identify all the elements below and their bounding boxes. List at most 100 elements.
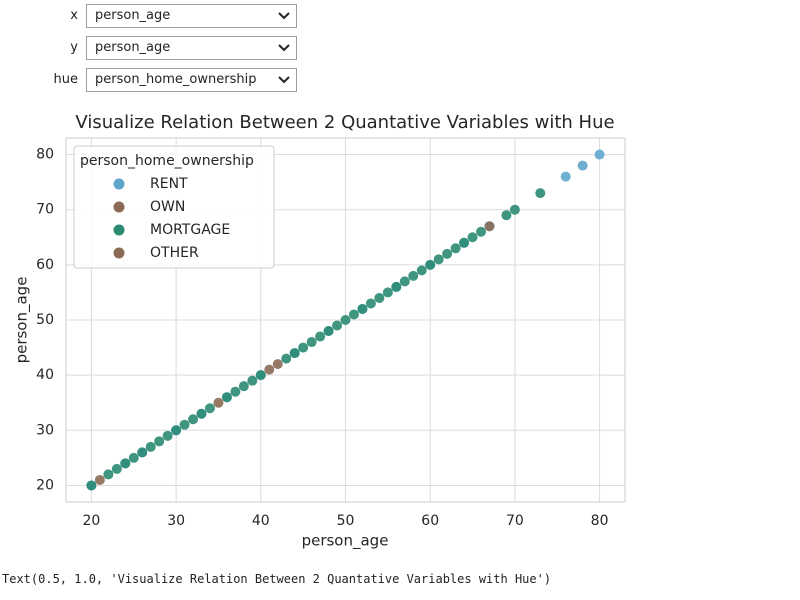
legend-label: RENT	[150, 176, 188, 192]
point	[577, 160, 588, 171]
chevron	[278, 44, 290, 52]
point	[238, 381, 249, 392]
point	[348, 309, 359, 320]
y-axis-label: person_age	[13, 277, 32, 364]
legend-label: OWN	[150, 199, 185, 215]
dropdown-value: person_home_ownership	[95, 72, 257, 87]
point	[323, 326, 334, 337]
control-row: y person_age	[0, 36, 300, 60]
point	[247, 375, 258, 386]
y-tick-label: 40	[36, 367, 54, 383]
point	[128, 452, 139, 463]
point	[281, 353, 292, 364]
point	[272, 359, 283, 370]
dropdown-value: person_age	[95, 40, 171, 55]
point	[264, 364, 275, 375]
x-tick-label: 80	[591, 513, 609, 529]
point	[298, 342, 309, 353]
point	[484, 221, 495, 232]
point	[137, 447, 148, 458]
y-tick-label: 50	[36, 312, 54, 328]
point	[230, 386, 241, 397]
point	[94, 474, 105, 485]
point	[501, 210, 512, 221]
legend-label: MORTGAGE	[150, 222, 230, 238]
x-tick-label: 70	[506, 513, 524, 529]
point	[442, 248, 453, 259]
control-label: hue	[53, 72, 78, 87]
point	[476, 226, 487, 237]
point	[179, 419, 190, 430]
point	[213, 397, 224, 408]
y-tick-label: 30	[36, 422, 54, 438]
control-row: hue person_home_ownership	[0, 68, 300, 92]
point	[289, 348, 300, 359]
point	[120, 458, 131, 469]
cell-output: Text(0.5, 1.0, 'Visualize Relation Betwe…	[2, 572, 552, 586]
point	[315, 331, 326, 342]
point	[332, 320, 343, 331]
control-label: x	[70, 8, 78, 23]
point	[171, 425, 182, 436]
dropdown[interactable]: person_age	[86, 36, 297, 60]
legend-marker	[113, 178, 125, 190]
point	[391, 281, 402, 292]
legend-marker	[113, 201, 125, 213]
point	[535, 188, 546, 199]
point	[382, 287, 393, 298]
point	[86, 480, 97, 491]
point	[509, 204, 520, 215]
legend-marker	[113, 224, 125, 236]
point	[306, 337, 317, 348]
point	[196, 408, 207, 419]
dropdown[interactable]: person_home_ownership	[86, 68, 297, 92]
y-tick-label: 60	[36, 257, 54, 273]
dropdown-value: person_age	[95, 8, 171, 23]
point	[255, 370, 266, 381]
legend-label: OTHER	[150, 245, 199, 261]
point	[416, 265, 427, 276]
dropdown[interactable]: person_age	[86, 4, 297, 28]
legend: person_home_ownership RENT OWN MORTGAGE OTHE…	[73, 145, 275, 269]
point	[154, 436, 165, 447]
chevron	[278, 12, 290, 20]
point	[450, 243, 461, 254]
x-tick-label: 20	[82, 513, 100, 529]
point	[374, 292, 385, 303]
point	[433, 254, 444, 265]
y-tick-label: 20	[36, 477, 54, 493]
point	[221, 392, 232, 403]
point	[111, 463, 122, 474]
point	[204, 403, 215, 414]
control-label: y	[70, 40, 78, 55]
legend-title: person_home_ownership	[80, 153, 254, 169]
point	[408, 270, 419, 281]
legend-marker	[113, 247, 125, 259]
x-tick-label: 60	[421, 513, 439, 529]
y-tick-label: 70	[36, 202, 54, 218]
point	[188, 414, 199, 425]
x-tick-label: 40	[252, 513, 270, 529]
control-row: x person_age	[0, 4, 300, 28]
chevron	[278, 76, 290, 84]
plot-frame	[65, 137, 626, 503]
point	[162, 430, 173, 441]
x-axis-label: person_age	[302, 532, 389, 551]
x-tick-label: 30	[167, 513, 185, 529]
point	[103, 469, 114, 480]
chart: Visualize Relation Between 2 Quantative …	[13, 112, 626, 551]
point	[560, 171, 571, 182]
point	[425, 259, 436, 270]
point	[340, 315, 351, 325]
chart-title: Visualize Relation Between 2 Quantative …	[75, 112, 614, 133]
point	[365, 298, 376, 309]
point	[399, 276, 410, 287]
point	[459, 237, 470, 248]
legend-box	[73, 145, 275, 269]
y-tick-label: 80	[36, 147, 54, 163]
x-tick-label: 50	[337, 513, 355, 529]
point	[594, 149, 605, 160]
point	[145, 441, 156, 452]
point	[357, 303, 368, 314]
